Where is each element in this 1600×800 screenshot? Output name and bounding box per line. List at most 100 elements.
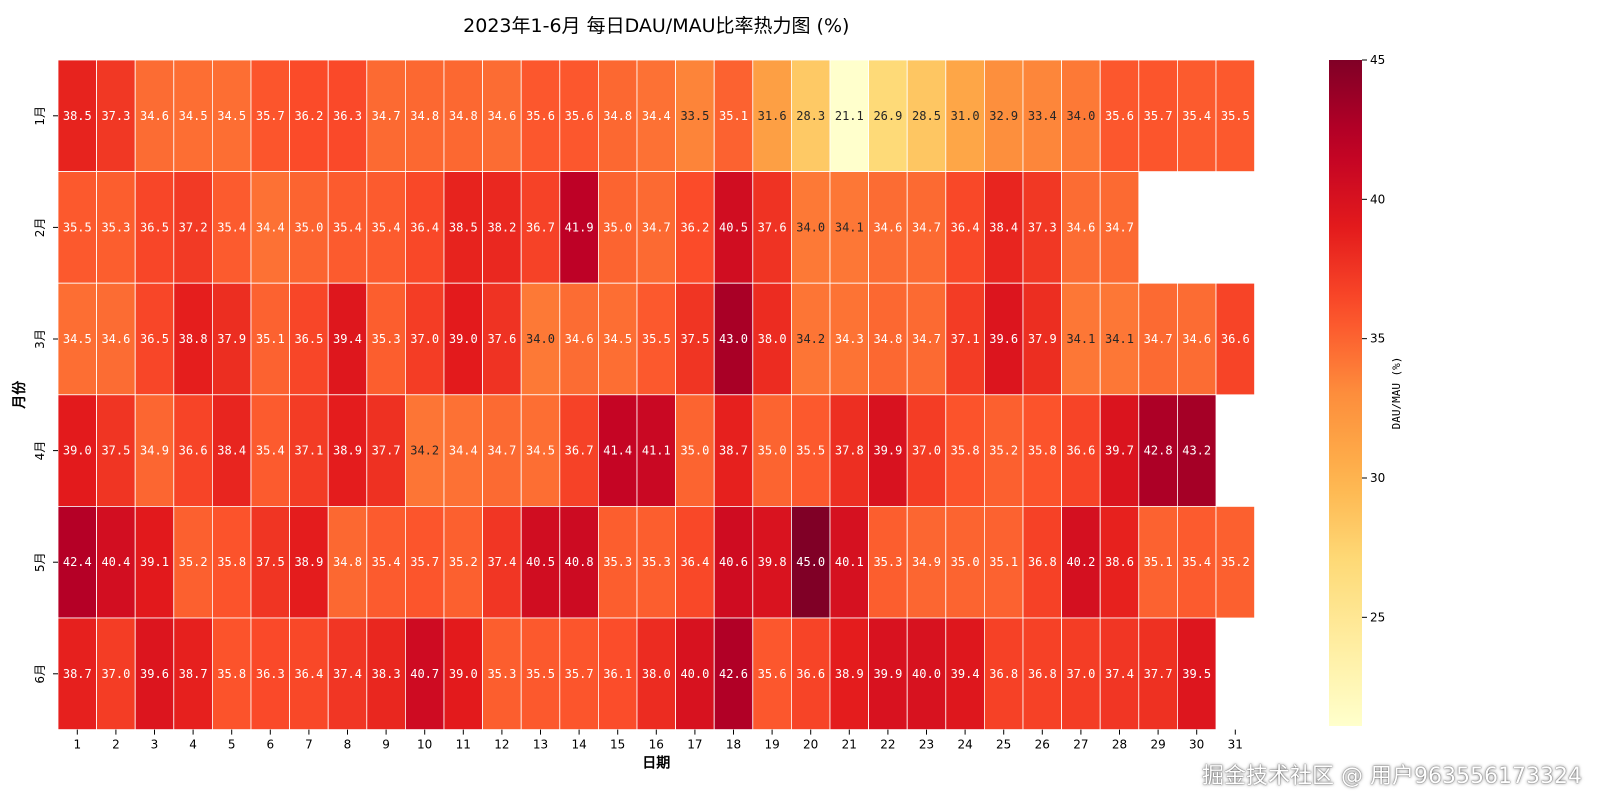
heatmap-cell-r5-c9 bbox=[366, 505, 406, 619]
heatmap-cell-r5-c11 bbox=[443, 505, 483, 619]
cell-label-r3-c21: 34.3 bbox=[835, 332, 864, 346]
cell-label-r4-c28: 39.7 bbox=[1105, 444, 1134, 458]
heatmap-cell-r5-c25 bbox=[984, 505, 1024, 619]
heatmap-cell-r3-c11 bbox=[443, 282, 483, 396]
cell-label-r5-c17: 36.4 bbox=[680, 555, 709, 569]
y-tick-label: 2月 bbox=[33, 218, 47, 238]
cell-label-r2-c11: 38.5 bbox=[449, 220, 478, 234]
cell-label-r2-c26: 37.3 bbox=[1028, 220, 1057, 234]
x-axis-ticks: 1 2 3 4 5 6 7 8 9 10 11 12 13 14 15 16 17 18 19 20 21 22 23 24 2… bbox=[73, 729, 1243, 752]
cell-label-r5-c4: 35.2 bbox=[179, 555, 208, 569]
cell-label-r6-c3: 39.6 bbox=[140, 667, 169, 681]
cell-label-r5-c6: 37.5 bbox=[256, 555, 285, 569]
heatmap-cell-r6-c28 bbox=[1099, 617, 1140, 730]
cell-label-r1-c16: 34.4 bbox=[642, 109, 671, 123]
cell-label-r3-c20: 34.2 bbox=[796, 332, 825, 346]
heatmap-cell-r4-c12 bbox=[482, 394, 522, 507]
cell-label-r3-c16: 35.5 bbox=[642, 332, 671, 346]
cell-label-r3-c31: 36.6 bbox=[1221, 332, 1250, 346]
cell-label-r6-c4: 38.7 bbox=[179, 667, 208, 681]
cell-label-r4-c6: 35.4 bbox=[256, 444, 285, 458]
cell-label-r2-c7: 35.0 bbox=[294, 220, 323, 234]
heatmap-cell-r6-c9 bbox=[366, 617, 406, 730]
heatmap-cell-r1-c3 bbox=[134, 59, 175, 172]
heatmap-cell-r6-c4 bbox=[173, 617, 213, 730]
heatmap-cell-r1-c6 bbox=[250, 59, 290, 172]
heatmap-cell-r1-c2 bbox=[96, 59, 136, 172]
colorbar-tick-label: 25 bbox=[1370, 610, 1385, 624]
heatmap-cell-r4-c4 bbox=[173, 394, 213, 507]
x-tick-label: 6 bbox=[266, 738, 274, 752]
heatmap-cell-r2-c28 bbox=[1099, 171, 1140, 284]
cell-label-r6-c5: 35.8 bbox=[217, 667, 246, 681]
x-tick-label: 28 bbox=[1112, 738, 1127, 752]
heatmap-cell-r1-c23 bbox=[906, 59, 947, 172]
heatmap-cell-r1-c17 bbox=[675, 59, 715, 172]
heatmap-cell-r6-c26 bbox=[1022, 617, 1062, 730]
heatmap-cell-r5-c18 bbox=[713, 505, 754, 619]
cell-label-r2-c21: 34.1 bbox=[835, 220, 864, 234]
heatmap-cell-r1-c8 bbox=[327, 59, 368, 172]
cell-label-r1-c30: 35.4 bbox=[1182, 109, 1211, 123]
heatmap-cell-r1-c16 bbox=[636, 59, 676, 172]
heatmap-cell-r3-c31 bbox=[1215, 282, 1255, 396]
cell-label-r1-c17: 33.5 bbox=[680, 109, 709, 123]
heatmap-cell-r6-c6 bbox=[250, 617, 290, 730]
heatmap-cell-r2-c5 bbox=[211, 171, 252, 284]
cell-label-r2-c8: 35.4 bbox=[333, 220, 362, 234]
heatmap-cell-r6-c25 bbox=[984, 617, 1024, 730]
heatmap-cell-r3-c28 bbox=[1099, 282, 1140, 396]
heatmap-cell-r2-c20 bbox=[791, 171, 831, 284]
cell-label-r4-c24: 35.8 bbox=[951, 444, 980, 458]
cell-label-r2-c13: 36.7 bbox=[526, 220, 555, 234]
heatmap-cell-r5-c12 bbox=[482, 505, 522, 619]
x-tick-label: 17 bbox=[687, 738, 702, 752]
x-tick-label: 31 bbox=[1228, 738, 1243, 752]
heatmap-cell-r6-c15 bbox=[598, 617, 638, 730]
cell-label-r5-c5: 35.8 bbox=[217, 555, 246, 569]
x-tick-label: 18 bbox=[726, 738, 741, 752]
heatmap-cell-r6-c5 bbox=[211, 617, 252, 730]
heatmap-cell-r6-c17 bbox=[675, 617, 715, 730]
heatmap-cell-r2-c8 bbox=[327, 171, 368, 284]
heatmap-cell-r1-c25 bbox=[984, 59, 1024, 172]
cell-label-r1-c2: 37.3 bbox=[101, 109, 130, 123]
heatmap-cell-r5-c31 bbox=[1215, 505, 1255, 619]
heatmap-cell-r3-c15 bbox=[598, 282, 638, 396]
heatmap-cell-r5-c10 bbox=[404, 505, 445, 619]
heatmap-cell-r3-c24 bbox=[945, 282, 985, 396]
heatmap-cell-r2-c17 bbox=[675, 171, 715, 284]
heatmap-cell-r3-c29 bbox=[1138, 282, 1178, 396]
heatmap-cell-r4-c15 bbox=[598, 394, 638, 507]
cell-label-r4-c13: 34.5 bbox=[526, 444, 555, 458]
x-tick-label: 21 bbox=[842, 738, 857, 752]
cell-label-r5-c1: 42.4 bbox=[63, 555, 92, 569]
cell-label-r6-c30: 39.5 bbox=[1182, 667, 1211, 681]
cell-label-r1-c23: 28.5 bbox=[912, 109, 941, 123]
heatmap-cell-r5-c4 bbox=[173, 505, 213, 619]
cell-label-r1-c27: 34.0 bbox=[1066, 109, 1095, 123]
heatmap-cell-r1-c31 bbox=[1215, 59, 1255, 172]
heatmap-cell-r2-c4 bbox=[173, 171, 213, 284]
cell-label-r2-c5: 35.4 bbox=[217, 220, 246, 234]
cell-label-r5-c29: 35.1 bbox=[1144, 555, 1173, 569]
heatmap-cell-r1-c27 bbox=[1061, 59, 1101, 172]
cell-label-r3-c13: 34.0 bbox=[526, 332, 555, 346]
heatmap-cell-r4-c29 bbox=[1138, 394, 1178, 507]
cell-label-r5-c24: 35.0 bbox=[951, 555, 980, 569]
cell-label-r6-c13: 35.5 bbox=[526, 667, 555, 681]
heatmap-cell-r3-c10 bbox=[404, 282, 445, 396]
cell-label-r3-c3: 36.5 bbox=[140, 332, 169, 346]
cell-label-r3-c1: 34.5 bbox=[63, 332, 92, 346]
cell-label-r3-c5: 37.9 bbox=[217, 332, 246, 346]
cell-label-r6-c8: 37.4 bbox=[333, 667, 362, 681]
cell-label-r3-c15: 34.5 bbox=[603, 332, 632, 346]
cell-label-r2-c3: 36.5 bbox=[140, 220, 169, 234]
heatmap-cell-r2-c24 bbox=[945, 171, 985, 284]
cell-label-r1-c21: 21.1 bbox=[835, 109, 864, 123]
heatmap-cell-r4-c6 bbox=[250, 394, 290, 507]
cell-label-r4-c29: 42.8 bbox=[1144, 444, 1173, 458]
y-tick-label: 5月 bbox=[33, 552, 47, 572]
cell-label-r5-c21: 40.1 bbox=[835, 555, 864, 569]
